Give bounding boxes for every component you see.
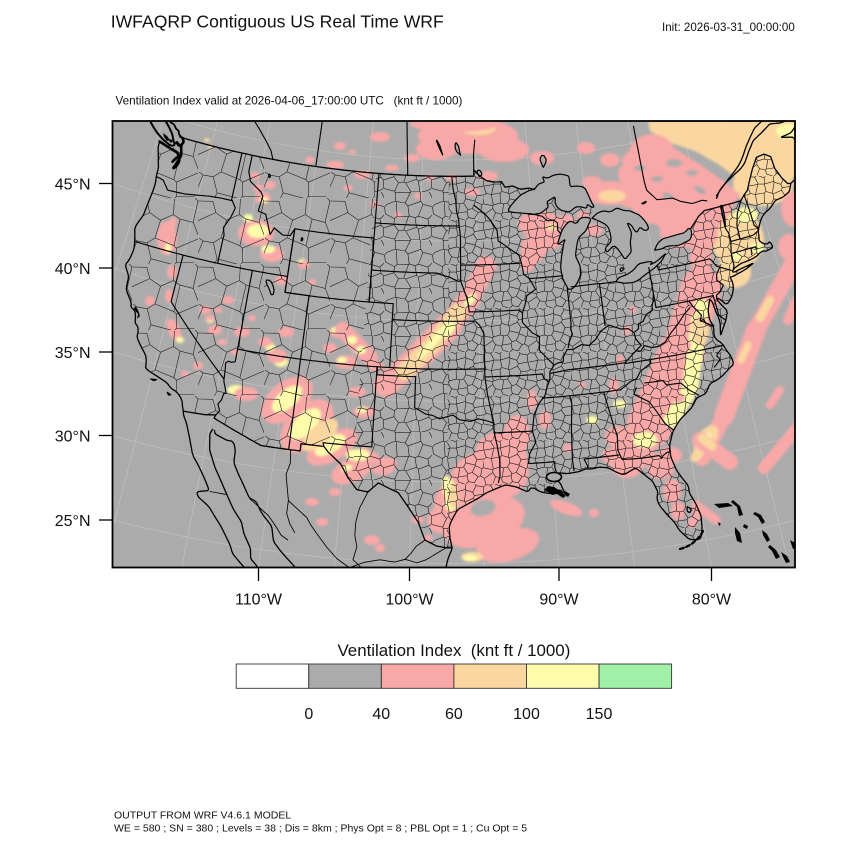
svg-text:IWFAQRP Contiguous US Real Tim: IWFAQRP Contiguous US Real Time WRF	[111, 12, 444, 32]
svg-text:40°N: 40°N	[55, 261, 91, 278]
svg-text:150: 150	[586, 706, 613, 723]
svg-text:40: 40	[372, 706, 390, 723]
svg-text:100: 100	[513, 706, 540, 723]
svg-text:110°W: 110°W	[235, 591, 283, 608]
svg-text:35°N: 35°N	[55, 345, 91, 362]
svg-text:90°W: 90°W	[539, 591, 579, 608]
svg-text:OUTPUT FROM WRF V4.6.1 MODEL: OUTPUT FROM WRF V4.6.1 MODEL	[114, 810, 291, 822]
svg-text:60: 60	[445, 706, 463, 723]
svg-text:0: 0	[304, 706, 313, 723]
svg-text:45°N: 45°N	[55, 176, 91, 193]
svg-text:30°N: 30°N	[55, 428, 91, 445]
svg-text:Ventilation Index valid at 202: Ventilation Index valid at 2026-04-06_17…	[116, 95, 463, 108]
svg-text:25°N: 25°N	[55, 513, 91, 530]
svg-text:Init: 2026-03-31_00:00:00: Init: 2026-03-31_00:00:00	[662, 21, 795, 34]
svg-text:80°W: 80°W	[692, 591, 732, 608]
svg-text:Ventilation Index (knt ft / 1: Ventilation Index (knt ft / 1000)	[337, 641, 570, 660]
svg-text:100°W: 100°W	[385, 591, 434, 608]
svg-text:WE = 580 ; SN = 380 ; Levels =: WE = 580 ; SN = 380 ; Levels = 38 ; Dis …	[114, 823, 527, 835]
